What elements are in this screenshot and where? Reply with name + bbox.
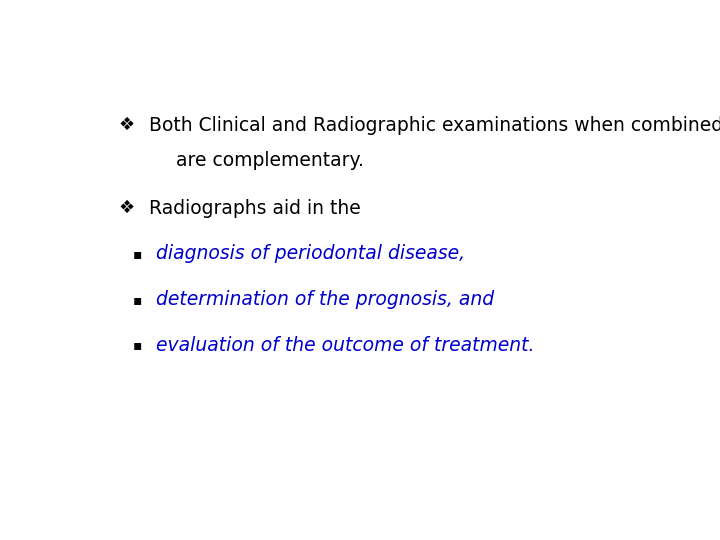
Text: are complementary.: are complementary. [176, 151, 364, 170]
Text: evaluation of the outcome of treatment.: evaluation of the outcome of treatment. [156, 336, 534, 355]
Text: diagnosis of periodontal disease,: diagnosis of periodontal disease, [156, 245, 465, 264]
Text: ❖: ❖ [118, 116, 135, 134]
Text: Both Clinical and Radiographic examinations when combined: Both Clinical and Radiographic examinati… [148, 116, 720, 134]
Text: ❖: ❖ [118, 199, 135, 217]
Text: ▪: ▪ [132, 339, 142, 353]
Text: determination of the prognosis, and: determination of the prognosis, and [156, 290, 494, 309]
Text: ▪: ▪ [132, 293, 142, 307]
Text: Radiographs aid in the: Radiographs aid in the [148, 199, 360, 218]
Text: ▪: ▪ [132, 247, 142, 261]
